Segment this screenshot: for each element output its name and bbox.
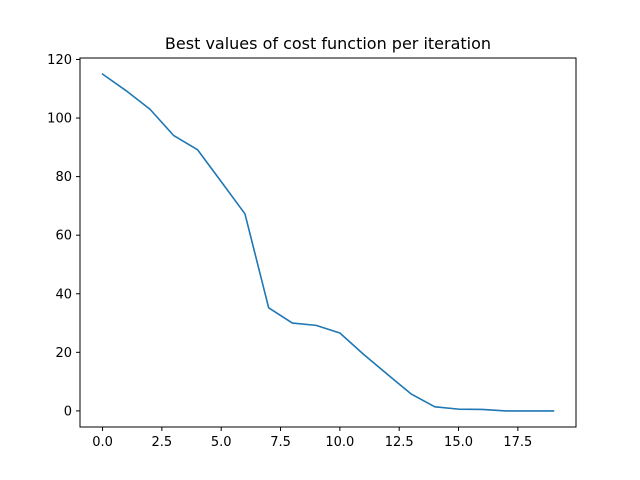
y-tick-label: 20 [55, 346, 72, 361]
x-tick-label: 12.5 [385, 435, 414, 450]
x-tick-label: 5.0 [211, 435, 232, 450]
y-tick-label: 60 [55, 229, 72, 244]
x-tick-label: 15.0 [444, 435, 473, 450]
x-tick-label: 0.0 [92, 435, 113, 450]
x-tick-label: 17.5 [503, 435, 532, 450]
x-tick-label: 7.5 [270, 435, 291, 450]
plot-area [101, 72, 555, 412]
y-tick-label: 120 [47, 53, 72, 68]
x-tick-label: 2.5 [152, 435, 173, 450]
y-axis: 0 20 40 60 80 100 120 [47, 53, 80, 419]
axes-frame [79, 57, 577, 428]
series-line [101, 72, 555, 412]
x-tick-label: 10.0 [325, 435, 354, 450]
x-axis: 0.0 2.5 5.0 7.5 10.0 12.5 15.0 17.5 [92, 427, 532, 450]
y-tick-label: 40 [55, 287, 72, 302]
chart-title: Best values of cost function per iterati… [165, 34, 491, 53]
y-tick-label: 80 [55, 170, 72, 185]
y-tick-label: 100 [47, 112, 72, 127]
y-tick-label: 0 [64, 404, 72, 419]
